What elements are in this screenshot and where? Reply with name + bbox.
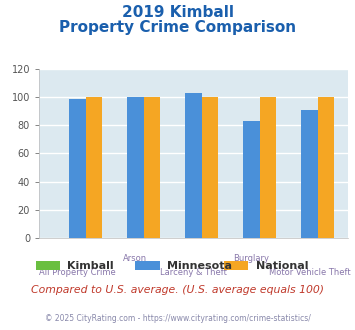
Text: Burglary: Burglary <box>234 254 269 263</box>
Text: All Property Crime: All Property Crime <box>39 268 116 277</box>
Text: Compared to U.S. average. (U.S. average equals 100): Compared to U.S. average. (U.S. average … <box>31 285 324 295</box>
Text: Motor Vehicle Theft: Motor Vehicle Theft <box>269 268 350 277</box>
Bar <box>69 99 86 238</box>
Text: Larceny & Theft: Larceny & Theft <box>160 268 227 277</box>
Text: National: National <box>256 261 308 271</box>
Bar <box>260 97 276 238</box>
Text: © 2025 CityRating.com - https://www.cityrating.com/crime-statistics/: © 2025 CityRating.com - https://www.city… <box>45 314 310 323</box>
Text: Kimball: Kimball <box>67 261 114 271</box>
Text: Property Crime Comparison: Property Crime Comparison <box>59 20 296 35</box>
Text: Minnesota: Minnesota <box>167 261 232 271</box>
Bar <box>185 93 202 238</box>
Bar <box>143 97 160 238</box>
Bar <box>318 97 334 238</box>
Text: 2019 Kimball: 2019 Kimball <box>121 5 234 20</box>
Bar <box>86 97 102 238</box>
Bar <box>244 121 260 238</box>
Text: Arson: Arson <box>124 254 148 263</box>
Bar <box>301 110 318 238</box>
Bar <box>202 97 218 238</box>
Bar <box>127 97 143 238</box>
